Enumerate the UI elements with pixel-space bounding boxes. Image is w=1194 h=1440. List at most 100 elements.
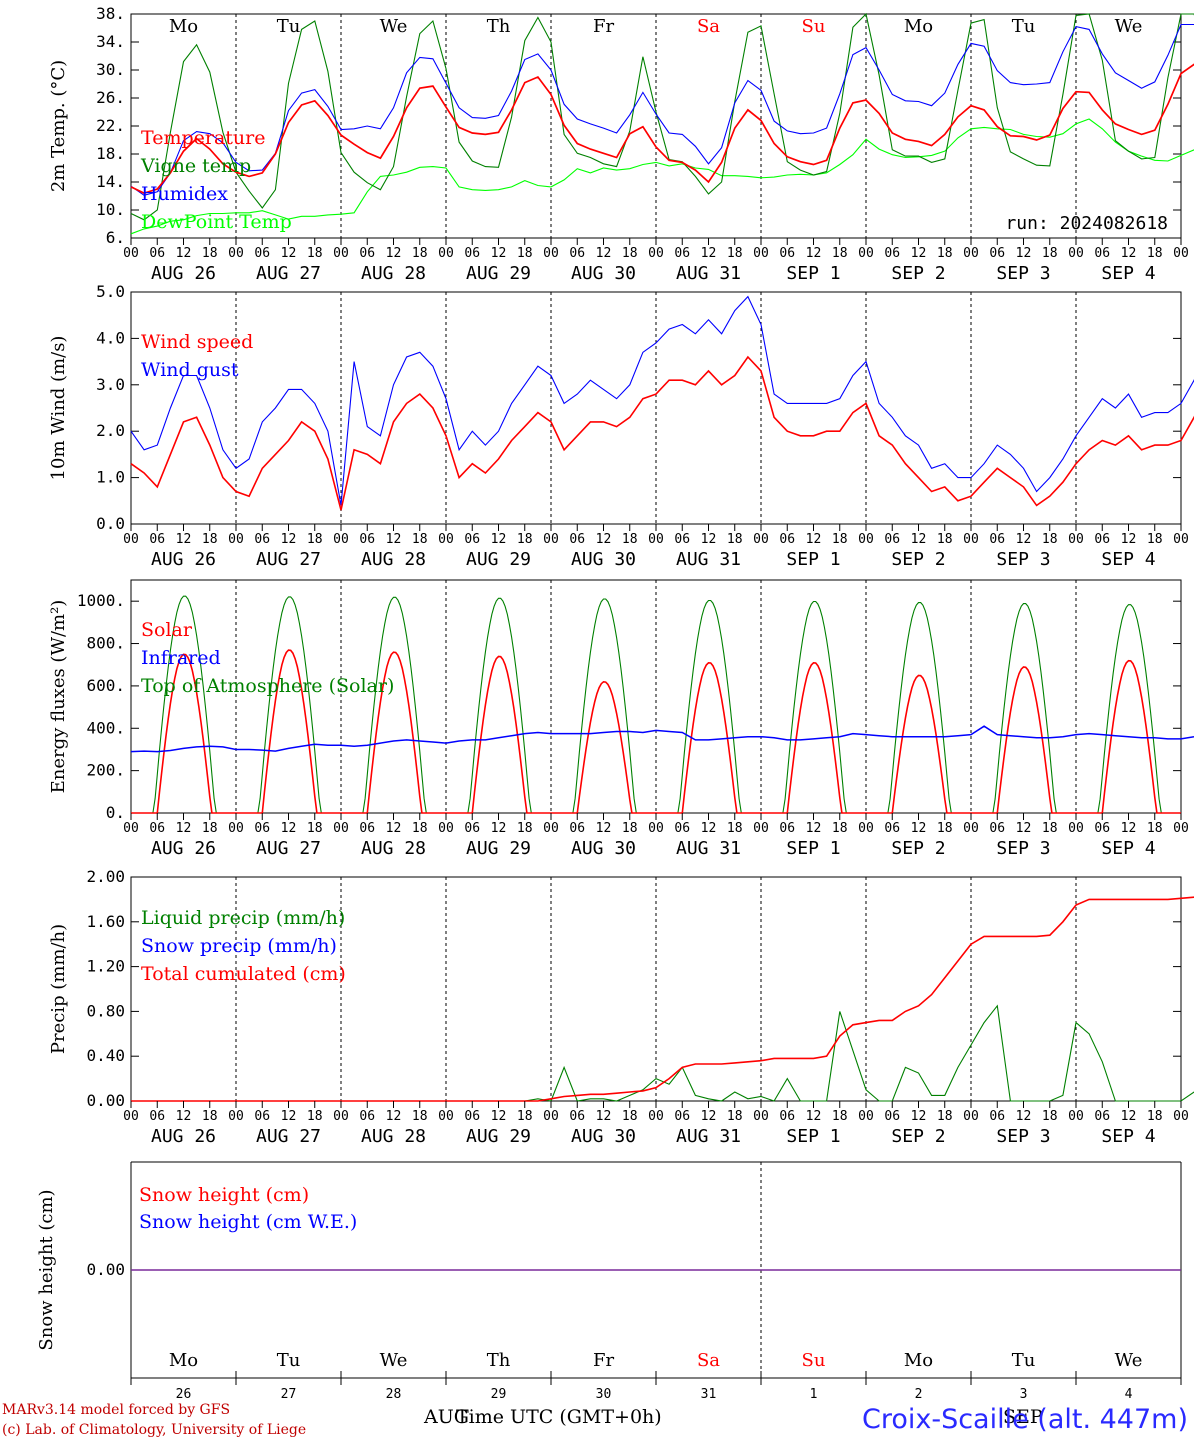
energy-panel-hour-label: 12 [176, 821, 192, 836]
precip-panel-hour-label: 12 [806, 1109, 822, 1124]
energy-panel-hour-label: 18 [307, 821, 323, 836]
energy-panel-hour-label: 00 [228, 821, 244, 836]
precip-panel-hour-label: 12 [176, 1109, 192, 1124]
temp-weekday-label: Tu [277, 16, 301, 37]
temp-panel-hour-label: 00 [1068, 246, 1084, 261]
temp-panel-date-label: SEP 1 [786, 263, 840, 284]
snow-weekday-label: Mo [904, 1350, 933, 1371]
temp-panel-y-tick-label: 22. [96, 116, 125, 135]
energy-panel-hour-label: 00 [963, 821, 979, 836]
temp-panel-y-tick-label: 6. [106, 228, 125, 247]
energy-panel-legend-entry: Infrared [141, 647, 221, 669]
temp-panel-date-label: SEP 2 [891, 263, 945, 284]
temp-panel-hour-label: 18 [832, 246, 848, 261]
wind-panel-hour-label: 18 [727, 532, 743, 547]
wind-panel-hour-label: 00 [228, 532, 244, 547]
temp-series-line [130, 23, 1194, 196]
energy-panel-date-label: AUG 27 [256, 838, 321, 859]
temp-panel-hour-label: 12 [176, 246, 192, 261]
precip-panel-hour-label: 18 [412, 1109, 428, 1124]
precip-panel-date-label: AUG 30 [571, 1126, 636, 1147]
precip-panel-legend-entry: Total cumulated (cm) [141, 963, 346, 985]
temp-panel-hour-label: 12 [701, 246, 717, 261]
precip-panel-y-tick-label: 0.00 [86, 1091, 125, 1110]
precip-panel-date-label: AUG 28 [361, 1126, 426, 1147]
energy-panel-y-tick-label: 400. [86, 718, 125, 737]
precip-panel-legend: Liquid precip (mm/h) Snow precip (mm/h) To… [141, 907, 346, 985]
energy-panel-hour-label: 06 [779, 821, 795, 836]
precip-panel-hour-label: 00 [858, 1109, 874, 1124]
temp-weekday-label: Mo [904, 16, 933, 37]
wind-panel-hour-label: 18 [622, 532, 638, 547]
temp-panel-date-label: AUG 28 [361, 263, 426, 284]
wind-panel-hour-label: 12 [806, 532, 822, 547]
snow-day-number: 28 [386, 1387, 402, 1402]
snow-panel-frame: 0.00 Snow height (cm) [36, 1161, 1182, 1385]
temp-panel-date-label: AUG 29 [466, 263, 531, 284]
precip-panel-hour-label: 06 [884, 1109, 900, 1124]
precip-panel-hour-label: 06 [254, 1109, 270, 1124]
wind-panel-legend: Wind speed Wind gust [141, 331, 253, 381]
wind-panel-hour-label: 18 [1147, 532, 1163, 547]
energy-panel-y-tick-label: 200. [86, 761, 125, 780]
temp-panel-hour-label: 18 [1042, 246, 1058, 261]
snow-day-number: 30 [596, 1387, 612, 1402]
temp-panel-hour-label: 06 [674, 246, 690, 261]
temp-panel-hour-label: 06 [464, 246, 480, 261]
wind-panel-hour-label: 06 [149, 532, 165, 547]
precip-panel-y-tick-label: 1.60 [86, 912, 125, 931]
temp-panel-y-tick-label: 34. [96, 32, 125, 51]
energy-panel-hour-label: 18 [412, 821, 428, 836]
precip-panel-legend-entry: Snow precip (mm/h) [141, 935, 337, 957]
temp-panel-legend: Temperature Vigne temp Humidex DewPoint Tem… [140, 127, 292, 233]
energy-panel-y-tick-label: 1000. [77, 591, 125, 610]
snow-weekday-label: Tu [1012, 1350, 1036, 1371]
precip-panel-hour-label: 00 [1068, 1109, 1084, 1124]
energy-panel-hour-label: 06 [674, 821, 690, 836]
temp-panel-hour-label: 12 [281, 246, 297, 261]
temp-panel-hour-label: 06 [254, 246, 270, 261]
precip-panel-hour-label: 06 [779, 1109, 795, 1124]
energy-panel-time-axis: 00 06 12 18 00 06 12 18 00 06 12 18 00 06 12 18 00 06 12 18… [123, 813, 1189, 859]
temp-panel-time-axis: 00 06 12 18 00 06 12 18 00 06 12 18 00 06 12 18 00 06 12 18… [123, 238, 1189, 284]
energy-panel-date-label: SEP 2 [891, 838, 945, 859]
snow-weekday-label: We [380, 1350, 408, 1371]
wind-panel-hour-label: 00 [963, 532, 979, 547]
temp-panel-hour-label: 06 [989, 246, 1005, 261]
wind-panel-hour-label: 18 [202, 532, 218, 547]
precip-panel-hour-label: 00 [963, 1109, 979, 1124]
temp-panel-hour-label: 06 [149, 246, 165, 261]
lab-credit: (c) Lab. of Climatology, University of L… [2, 1422, 306, 1438]
month-label-sep: SEP [1003, 1406, 1043, 1428]
wind-panel-time-axis: 00 06 12 18 00 06 12 18 00 06 12 18 00 06 12 18 00 06 12 18… [123, 524, 1189, 570]
wind-panel-y-tick-label: 3.0 [96, 375, 125, 394]
temp-panel-date-label: AUG 27 [256, 263, 321, 284]
energy-panel-hour-label: 12 [1121, 821, 1137, 836]
wind-panel-date-label: AUG 30 [571, 549, 636, 570]
wind-panel-frame [130, 291, 1182, 525]
temp-panel-hour-label: 12 [1121, 246, 1137, 261]
energy-panel-hour-label: 06 [1094, 821, 1110, 836]
temp-panel-legend-entry: Humidex [141, 183, 228, 205]
snow-y-tick-label: 0.00 [86, 1260, 125, 1279]
wind-panel-y-axis: 0.0 1.0 2.0 3.0 4.0 5.0 10m Wind (m/s) [48, 282, 1181, 533]
temp-panel-hour-label: 18 [307, 246, 323, 261]
snow-weekday-label: Fr [593, 1350, 614, 1371]
wind-gust-line [130, 295, 1194, 506]
temp-panel-hour-label: 18 [727, 246, 743, 261]
temp-panel-hour-label: 18 [517, 246, 533, 261]
precip-panel-date-label: SEP 1 [786, 1126, 840, 1147]
precip-panel-hour-label: 18 [832, 1109, 848, 1124]
precip-panel-hour-label: 00 [1173, 1109, 1189, 1124]
energy-panel-date-label: AUG 29 [466, 838, 531, 859]
temp-panel-hour-label: 18 [937, 246, 953, 261]
temp-weekday-label: Su [802, 16, 826, 37]
temp-panel-hour-label: 00 [438, 246, 454, 261]
precip-panel-hour-label: 06 [674, 1109, 690, 1124]
wind-panel-date-label: SEP 1 [786, 549, 840, 570]
wind-panel-hour-label: 12 [386, 532, 402, 547]
snow-day-number: 31 [701, 1387, 717, 1402]
precip-panel-hour-label: 00 [543, 1109, 559, 1124]
wind-panel-date-label: SEP 4 [1101, 549, 1155, 570]
temp-series-line [130, 118, 1194, 235]
